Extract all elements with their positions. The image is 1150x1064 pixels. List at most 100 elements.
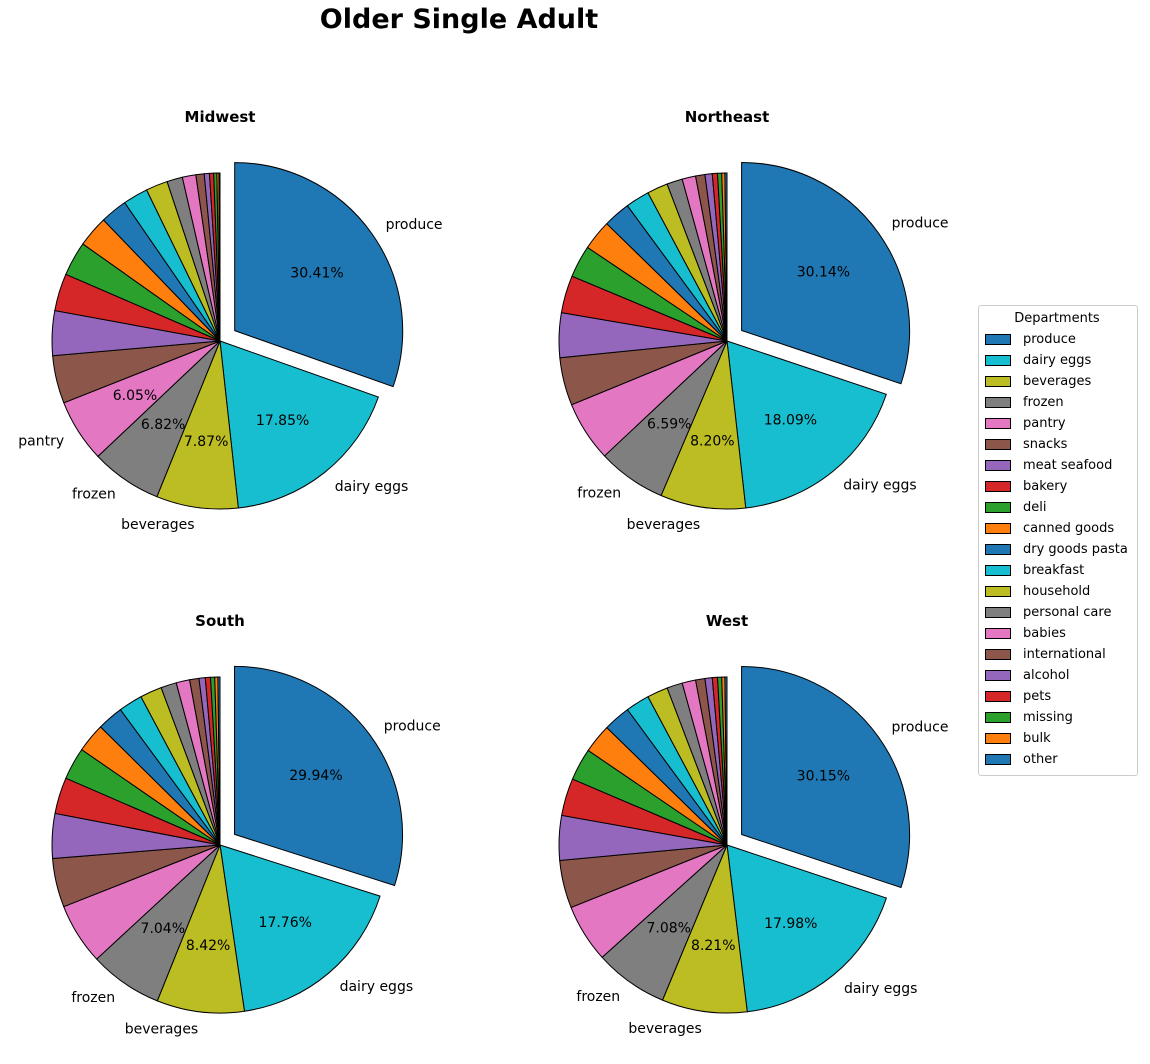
legend-swatch [985,565,1011,576]
legend-label: alcohol [1023,668,1070,683]
subplot-title: Northeast [685,108,770,126]
legend-swatch [985,628,1011,639]
legend-items: produce dairy eggs beverages frozen pantry sn… [985,329,1129,770]
legend-label: frozen [1023,395,1064,410]
slice-label: produce [891,719,948,735]
legend-item-breakfast: breakfast [985,560,1129,581]
slice-percent: 6.82% [141,417,185,433]
legend-swatch [985,691,1011,702]
legend-item-dairy-eggs: dairy eggs [985,350,1129,371]
legend-swatch [985,334,1011,345]
legend-swatch [985,733,1011,744]
legend-swatch [985,754,1011,765]
legend-item-household: household [985,581,1129,602]
slice-percent: 8.42% [186,938,230,954]
slice-label: produce [384,718,441,734]
slice-label: beverages [125,1022,199,1038]
legend-label: breakfast [1023,563,1085,578]
legend-label: personal care [1023,605,1112,620]
legend-label: bulk [1023,731,1051,746]
slice-percent: 18.09% [764,412,817,428]
legend-item-personal-care: personal care [985,602,1129,623]
legend-label: bakery [1023,479,1068,494]
legend-label: deli [1023,500,1047,515]
slice-label: frozen [71,990,115,1006]
legend-swatch [985,523,1011,534]
pie-charts: Midwest produce 30.41% dairy eggs 17.85% beve… [18,108,949,1038]
legend-label: babies [1023,626,1066,641]
pie-slice-dairy-eggs [219,340,380,509]
legend-label: snacks [1023,437,1068,452]
slice-label: beverages [627,517,701,533]
pie-slice-beverages [156,843,246,1014]
legend-label: missing [1023,710,1073,725]
slice-percent: 30.41% [290,265,343,281]
subplot-title: South [195,612,245,630]
slice-percent: 17.98% [764,916,817,932]
legend-item-other: other [985,749,1129,770]
legend-swatch [985,586,1011,597]
pie-west: West produce 30.15% dairy eggs 17.98% beverag… [558,612,948,1037]
legend-swatch [985,481,1011,492]
legend-swatch [985,418,1011,429]
legend-label: canned goods [1023,521,1115,536]
subplot-title: West [706,612,748,630]
pie-slice-dairy-eggs [219,844,381,1012]
legend-item-pets: pets [985,686,1129,707]
legend-item-produce: produce [985,329,1129,350]
pie-slice-dairy-eggs [726,844,888,1013]
legend-swatch [985,649,1011,660]
pie-slice-other [724,172,728,342]
legend-label: international [1023,647,1106,662]
pie-midwest: Midwest produce 30.41% dairy eggs 17.85% beve… [18,108,442,533]
slice-percent: 6.59% [647,417,691,433]
chart-title: Older Single Adult [319,4,599,35]
legend-swatch [985,712,1011,723]
pie-slice-dairy-eggs [726,340,887,509]
slice-percent: 7.04% [141,921,185,937]
pie-slice-produce [234,162,404,388]
legend-title: Departments [1014,311,1100,326]
pie-northeast: Northeast produce 30.14% dairy eggs 18.09% be… [558,108,949,533]
legend-swatch [985,376,1011,387]
pie-slice-produce [741,665,911,889]
legend-item-bakery: bakery [985,476,1129,497]
legend-item-pantry: pantry [985,413,1129,434]
subplot-title: Midwest [185,108,256,126]
legend-label: other [1023,752,1058,767]
legend-item-bulk: bulk [985,728,1129,749]
slice-percent: 8.21% [691,938,735,954]
slice-label: produce [386,217,443,233]
slice-percent: 6.05% [113,388,157,404]
legend-item-beverages: beverages [985,371,1129,392]
slice-label: frozen [576,989,620,1005]
pie-slice-other [217,676,221,846]
slice-percent: 8.20% [690,434,734,450]
legend-item-frozen: frozen [985,392,1129,413]
legend-item-meat-seafood: meat seafood [985,455,1129,476]
slice-percent: 30.14% [797,265,850,281]
slice-label: beverages [628,1021,702,1037]
slice-label: dairy eggs [340,979,414,995]
legend-item-dry-goods-pasta: dry goods pasta [985,539,1129,560]
legend-swatch [985,607,1011,618]
legend-label: produce [1023,332,1076,347]
legend-item-missing: missing [985,707,1129,728]
legend-item-snacks: snacks [985,434,1129,455]
slice-percent: 7.87% [184,434,228,450]
legend-label: dairy eggs [1023,353,1092,368]
legend-item-deli: deli [985,497,1129,518]
legend-swatch [985,460,1011,471]
legend-item-babies: babies [985,623,1129,644]
slice-percent: 17.85% [256,413,309,429]
pie-slice-beverages [660,339,747,510]
slice-label: produce [892,215,949,231]
slice-percent: 17.76% [259,915,312,931]
legend-swatch [985,544,1011,555]
legend-swatch [985,355,1011,366]
legend-swatch [985,502,1011,513]
pie-slice-beverages [661,843,748,1014]
slice-percent: 30.15% [797,769,850,785]
legend-swatch [985,439,1011,450]
legend-item-canned-goods: canned goods [985,518,1129,539]
